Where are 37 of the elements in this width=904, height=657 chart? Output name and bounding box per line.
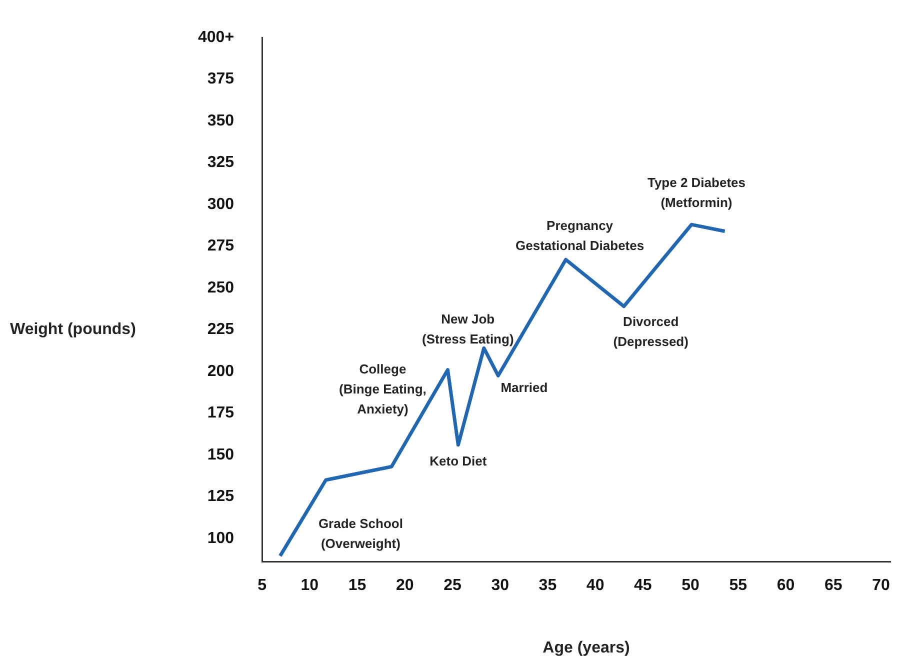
x-tick-label: 65 (824, 576, 842, 594)
annotation: Married (500, 380, 548, 396)
x-tick-label: 55 (729, 576, 748, 594)
y-tick-label: 125 (207, 488, 234, 506)
annotation: Divorced (Depressed) (613, 314, 688, 349)
x-axis-title: Age (years) (542, 639, 630, 656)
y-tick-label: 350 (207, 112, 234, 130)
x-tick-label: 60 (776, 576, 795, 594)
x-tick-label: 30 (491, 576, 510, 594)
annotation: New Job (Stress Eating) (422, 312, 514, 347)
y-tick-label: 400+ (198, 29, 234, 46)
y-tick-label: 150 (207, 446, 234, 464)
annotation: Keto Diet (430, 454, 488, 469)
x-tick-label: 70 (872, 576, 890, 594)
y-tick-label: 375 (207, 70, 234, 88)
x-tick-label: 20 (396, 576, 414, 594)
x-tick-label: 10 (300, 576, 319, 594)
y-tick-label: 275 (207, 238, 234, 255)
x-tick-label: 25 (444, 576, 462, 594)
y-tick-label: 100 (207, 530, 234, 547)
y-tick-label: 200 (207, 362, 234, 380)
x-tick-label: 45 (634, 576, 652, 594)
y-tick-label: 175 (207, 404, 234, 422)
x-tick-label: 35 (538, 576, 557, 594)
y-tick-label: 325 (207, 154, 234, 172)
annotation: Pregnancy Gestational Diabetes (515, 218, 644, 254)
x-tick-label: 15 (348, 576, 366, 594)
annotation: Type 2 Diabetes (Metformin) (647, 175, 746, 210)
y-axis-title: Weight (pounds) (10, 321, 136, 338)
y-tick-label: 225 (207, 321, 234, 338)
x-tick-label: 40 (586, 576, 604, 594)
y-tick-label: 300 (207, 196, 234, 213)
x-tick-label: 50 (682, 576, 700, 594)
x-tick-label: 5 (258, 576, 267, 594)
annotation: College (Binge Eating, Anxiety) (339, 361, 426, 416)
y-tick-label: 250 (207, 279, 234, 296)
annotation: Grade School (Overweight) (318, 516, 403, 552)
